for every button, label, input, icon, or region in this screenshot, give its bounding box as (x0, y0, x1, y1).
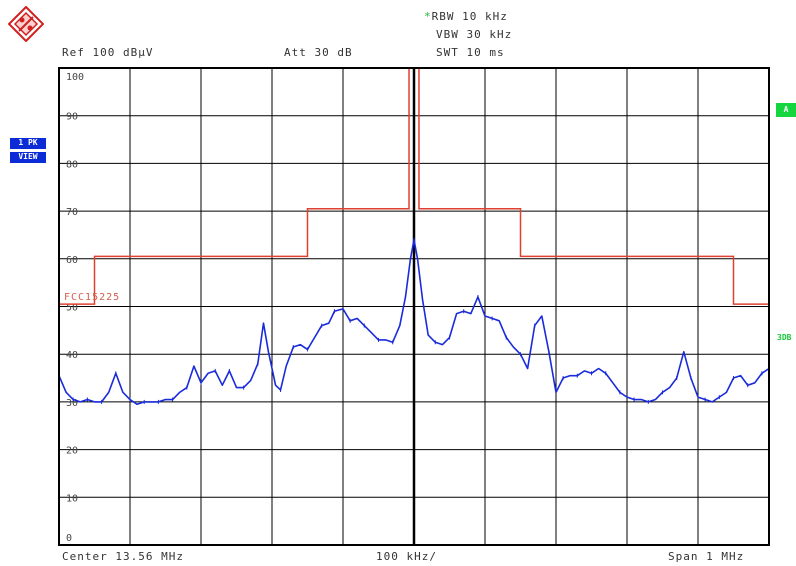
trace-group (58, 237, 770, 406)
y-tick-label: 0 (66, 533, 72, 544)
y-tick-label: 80 (66, 159, 78, 170)
reference-level: Ref 100 dBµV (62, 46, 154, 59)
y-tick-label: 70 (66, 207, 78, 218)
plot-border (58, 67, 770, 546)
y-tick-label: 50 (66, 303, 78, 314)
trace-line (58, 238, 770, 406)
y-tick-label: 20 (66, 446, 78, 457)
frequency-per-division: 100 kHz/ (376, 550, 437, 563)
y-tick-labels: 0 10 20 30 40 50 60 70 80 90 100 (66, 72, 84, 544)
swt-readout: SWT 10 ms (436, 46, 505, 59)
plot-grid (59, 68, 769, 545)
3db-label: 3DB (777, 333, 792, 342)
marker-a-badge: A (776, 103, 796, 117)
trace-view-badge: VIEW (10, 152, 46, 163)
frequency-span: Span 1 MHz (668, 550, 745, 563)
vbw-readout: VBW 30 kHz (436, 28, 513, 41)
y-tick-label: 90 (66, 112, 78, 123)
y-tick-label: 40 (66, 350, 78, 361)
attenuation: Att 30 dB (284, 46, 353, 59)
y-tick-label: 100 (66, 72, 84, 83)
limit-line-label: FCC15225 (64, 292, 121, 303)
y-tick-label: 60 (66, 255, 78, 266)
trace-1-pk-badge: 1 PK (10, 138, 46, 149)
rs-logo (8, 6, 44, 42)
rbw-readout: *RBW 10 kHz (424, 10, 508, 23)
y-tick-label: 10 (66, 493, 78, 504)
y-tick-label: 30 (66, 398, 78, 409)
center-frequency: Center 13.56 MHz (62, 550, 184, 563)
plot-frame (58, 67, 770, 546)
